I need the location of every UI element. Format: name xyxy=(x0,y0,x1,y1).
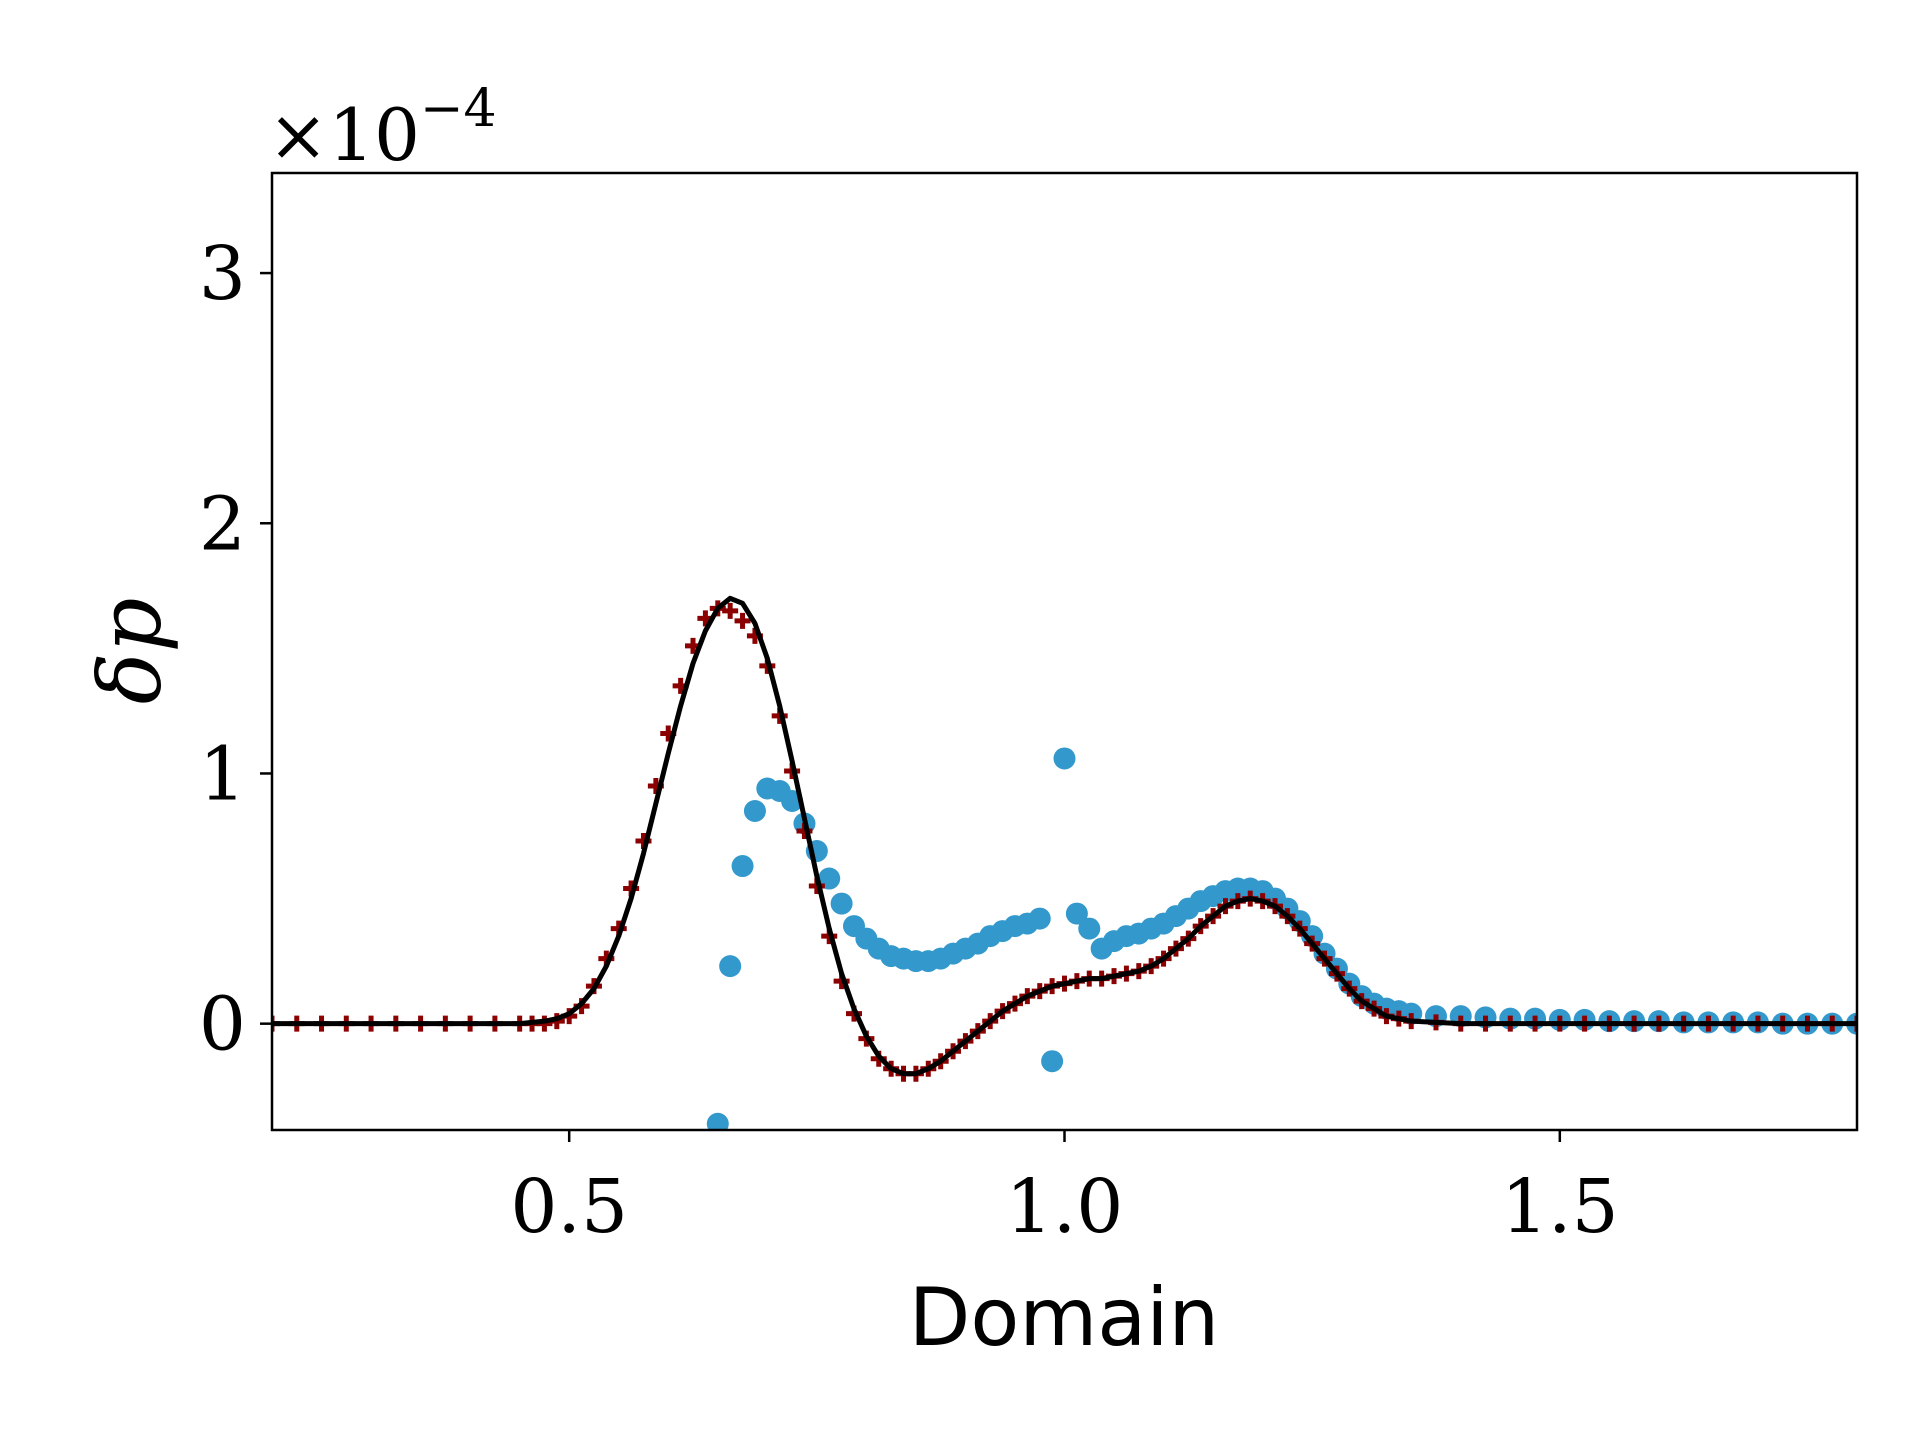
circle-marker xyxy=(731,855,754,878)
circle-marker xyxy=(719,955,742,978)
offset-exponent: −4 xyxy=(420,79,497,139)
circle-marker xyxy=(1078,917,1101,940)
y-axis-label: δp xyxy=(81,598,181,705)
circle-marker xyxy=(830,892,853,915)
x-axis-label: Domain xyxy=(909,1271,1219,1364)
circle-marker xyxy=(743,800,766,822)
circle-marker xyxy=(1053,747,1076,770)
x-tick-label: 0.5 xyxy=(510,1164,628,1250)
offset-base: ×10 xyxy=(268,93,420,177)
circle-marker xyxy=(1065,902,1088,925)
circle-marker xyxy=(1028,907,1051,930)
y-offset-text: ×10−4 xyxy=(268,79,497,177)
circle-marker xyxy=(706,1112,729,1130)
circle-marker xyxy=(1041,1050,1064,1073)
plus-marker xyxy=(722,602,739,619)
y-tick-label: 2 xyxy=(199,481,246,567)
x-tick-label: 1.5 xyxy=(1501,1164,1619,1250)
y-tick-label: 3 xyxy=(199,231,246,317)
plot-area xyxy=(272,595,1857,1130)
y-tick-label: 1 xyxy=(199,731,246,817)
y-tick-label: 0 xyxy=(199,982,246,1068)
x-tick-label: 1.0 xyxy=(1006,1164,1124,1250)
plus-marker xyxy=(734,612,751,629)
line xyxy=(272,595,1857,1077)
